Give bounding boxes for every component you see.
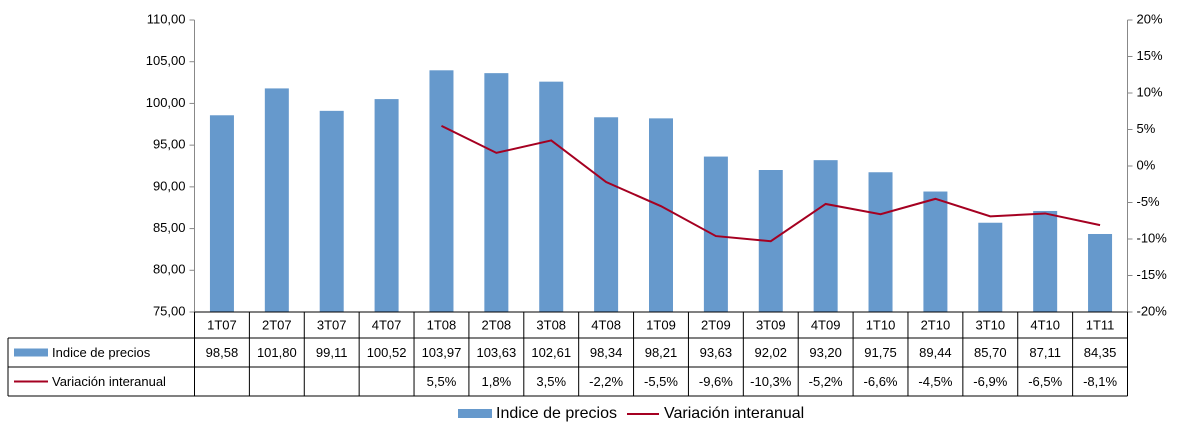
table-value: 103,63 [476, 345, 516, 360]
table-value: 87,11 [1029, 345, 1061, 360]
line [441, 124, 1101, 243]
table-value: 103,97 [422, 345, 462, 360]
x-tick-label: 3T10 [975, 317, 1005, 332]
bar [868, 172, 893, 312]
table-value: 99,11 [316, 345, 348, 360]
x-tick-label: 4T10 [1030, 317, 1060, 332]
y-tick-label: 75,00 [153, 303, 186, 318]
table-value: 92,02 [754, 345, 787, 360]
bar [594, 117, 619, 313]
table-value: 89,44 [919, 345, 952, 360]
y-tick-label: 85,00 [153, 220, 186, 235]
x-tick-label: 2T09 [701, 317, 731, 332]
table-value: 102,61 [531, 345, 571, 360]
table-value: 85,70 [974, 345, 1007, 360]
y2-tick-label: -15% [1137, 267, 1168, 282]
bar [539, 81, 564, 312]
y-tick-label: 110,00 [147, 11, 186, 26]
y2-tick-label: -5% [1137, 194, 1161, 209]
y2-tick-label: 5% [1137, 121, 1156, 136]
bar [1033, 210, 1058, 312]
bar [923, 191, 948, 312]
bar [978, 222, 1003, 312]
table-value: 98,34 [590, 345, 623, 360]
table-value: -4,5% [918, 374, 952, 389]
table-value: -9,6% [699, 374, 733, 389]
table-row-label: Variación interanual [52, 374, 166, 389]
table-value: 93,20 [809, 345, 842, 360]
y2-tick-label: 10% [1137, 84, 1163, 99]
legend-label: Variación interanual [664, 405, 804, 422]
x-tick-label: 4T07 [372, 317, 402, 332]
bar [484, 73, 509, 312]
y-tick-label: 100,00 [146, 95, 186, 110]
table-value: 91,75 [864, 345, 897, 360]
bar [319, 110, 344, 312]
table-value: -5,5% [644, 374, 678, 389]
x-tick-label: 2T07 [262, 317, 292, 332]
x-tick-label: 3T09 [756, 317, 786, 332]
x-tick-label: 1T07 [207, 317, 237, 332]
table-value: -6,6% [864, 374, 898, 389]
y2-tick-label: -20% [1137, 303, 1168, 318]
x-tick-label: 2T10 [921, 317, 951, 332]
x-tick-label: 1T08 [427, 317, 457, 332]
bar [813, 160, 838, 312]
bar [264, 88, 289, 312]
table-value: -8,1% [1083, 374, 1117, 389]
table-value: -6,9% [973, 374, 1007, 389]
table-value: 101,80 [257, 345, 297, 360]
x-tick-label: 3T07 [317, 317, 347, 332]
table-value: -10,3% [750, 374, 792, 389]
bar [209, 115, 234, 313]
bar [703, 156, 728, 312]
bar [649, 118, 673, 312]
table-value: 93,63 [700, 345, 733, 360]
bar [429, 70, 454, 312]
bar [374, 99, 399, 312]
table-value: 84,35 [1084, 345, 1117, 360]
y2-tick-label: 20% [1137, 11, 1163, 26]
y2-tick-label: 15% [1137, 48, 1163, 63]
x-tick-label: 1T11 [1086, 317, 1115, 332]
table-value: 3,5% [536, 374, 566, 389]
x-tick-label: 2T08 [482, 317, 512, 332]
x-tick-label: 1T10 [866, 317, 896, 332]
table-legend-key [14, 348, 48, 357]
y-tick-label: 95,00 [153, 137, 186, 152]
bar [1088, 233, 1113, 312]
table-value: 1,8% [482, 374, 512, 389]
table-value: -2,2% [589, 374, 623, 389]
table-value: 100,52 [367, 345, 407, 360]
y-tick-label: 105,00 [146, 53, 186, 68]
y2-tick-label: 0% [1137, 157, 1156, 172]
legend-label: Indice de precios [496, 405, 617, 422]
y2-tick-label: -10% [1137, 230, 1168, 245]
table-value: -6,5% [1028, 374, 1062, 389]
x-tick-label: 1T09 [646, 317, 676, 332]
x-tick-label: 4T08 [591, 317, 621, 332]
y-tick-label: 80,00 [153, 262, 186, 277]
x-tick-label: 3T08 [536, 317, 566, 332]
table-value: -5,2% [809, 374, 843, 389]
legend-key [458, 409, 492, 418]
x-tick-label: 4T09 [811, 317, 841, 332]
table-value: 98,21 [645, 345, 678, 360]
table-value: 98,58 [206, 345, 239, 360]
table-value: 5,5% [427, 374, 457, 389]
table-row-label: Indice de precios [52, 345, 151, 360]
y-tick-label: 90,00 [153, 178, 186, 193]
